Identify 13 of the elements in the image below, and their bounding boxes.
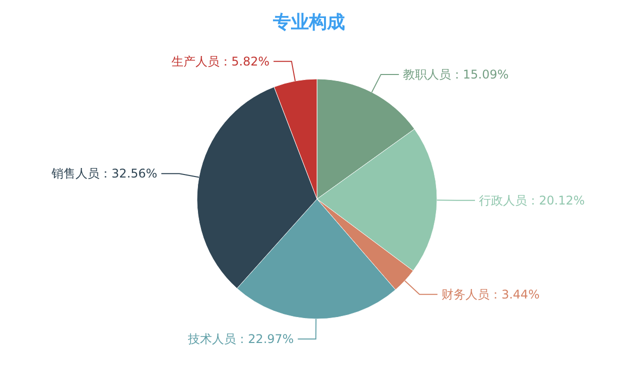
slice-label: 生产人员 (171, 54, 220, 68)
slice-label: 行政人员 (478, 193, 527, 208)
slice-label: 技术人员 (187, 332, 236, 346)
slice-label: 销售人员 (50, 166, 100, 181)
data-label: ：3.44% (489, 287, 540, 302)
data-label: ：32.56% (100, 166, 158, 181)
slice-label: 财务人员 (441, 287, 490, 302)
data-label: ：15.09% (450, 67, 509, 82)
data-label: ：22.97% (236, 332, 294, 346)
data-label: ：20.12% (526, 193, 585, 208)
chart-title: 专业构成 (272, 12, 345, 33)
data-label: ：5.82% (219, 54, 270, 68)
slice-label: 教职人员 (402, 67, 451, 82)
